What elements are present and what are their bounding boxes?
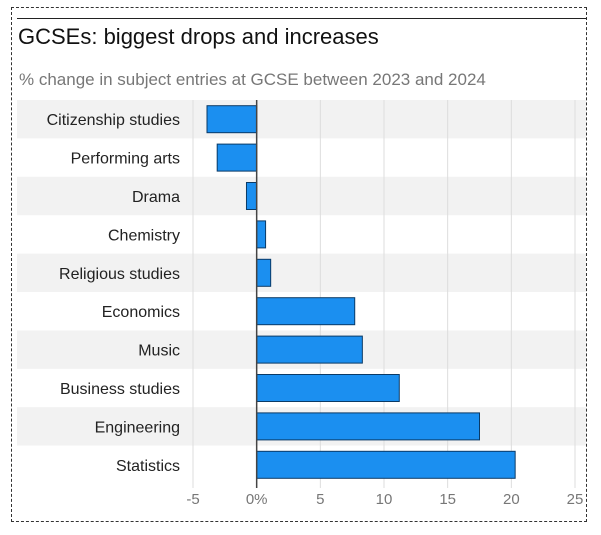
category-label: Citizenship studies bbox=[47, 112, 180, 129]
bars bbox=[206, 105, 516, 479]
bar-drama bbox=[245, 182, 258, 210]
bar-music bbox=[256, 335, 363, 364]
x-tick-label: 15 bbox=[439, 491, 456, 508]
category-label: Engineering bbox=[95, 419, 180, 436]
bar-citizenship-studies bbox=[206, 105, 258, 134]
x-tick-label: -5 bbox=[186, 491, 199, 508]
row-band bbox=[17, 176, 586, 216]
category-label: Drama bbox=[132, 189, 180, 206]
bar-chemistry bbox=[256, 220, 267, 249]
category-label: Business studies bbox=[60, 381, 180, 398]
x-tick-label: 0% bbox=[246, 491, 268, 508]
chart-title: GCSEs: biggest drops and increases bbox=[18, 24, 379, 49]
x-tick-labels: -5 0% 5 10 15 20 25 bbox=[186, 491, 583, 508]
category-label: Music bbox=[138, 343, 180, 360]
bar-engineering bbox=[256, 412, 480, 441]
bar-performing-arts bbox=[216, 143, 258, 172]
chart-frame bbox=[11, 7, 587, 522]
bar-business-studies bbox=[256, 374, 400, 402]
bar-statistics bbox=[256, 450, 516, 479]
x-tick-label: 20 bbox=[503, 491, 520, 508]
title-rule bbox=[17, 18, 587, 19]
x-tick-label: 25 bbox=[567, 491, 584, 508]
category-label: Statistics bbox=[116, 458, 180, 475]
category-label: Performing arts bbox=[71, 151, 180, 168]
row-band bbox=[17, 253, 586, 292]
x-tick-label: 10 bbox=[376, 491, 393, 508]
bar-religious-studies bbox=[256, 258, 272, 287]
category-label: Economics bbox=[102, 304, 180, 321]
category-label: Religious studies bbox=[59, 266, 180, 283]
category-labels: Citizenship studies Performing arts Drama C… bbox=[47, 112, 181, 475]
bar-economics bbox=[256, 297, 356, 326]
x-tick-label: 5 bbox=[316, 491, 324, 508]
category-label: Chemistry bbox=[108, 227, 180, 244]
row-band bbox=[17, 100, 586, 139]
chart-subtitle: % change in subject entries at GCSE betw… bbox=[19, 70, 486, 89]
